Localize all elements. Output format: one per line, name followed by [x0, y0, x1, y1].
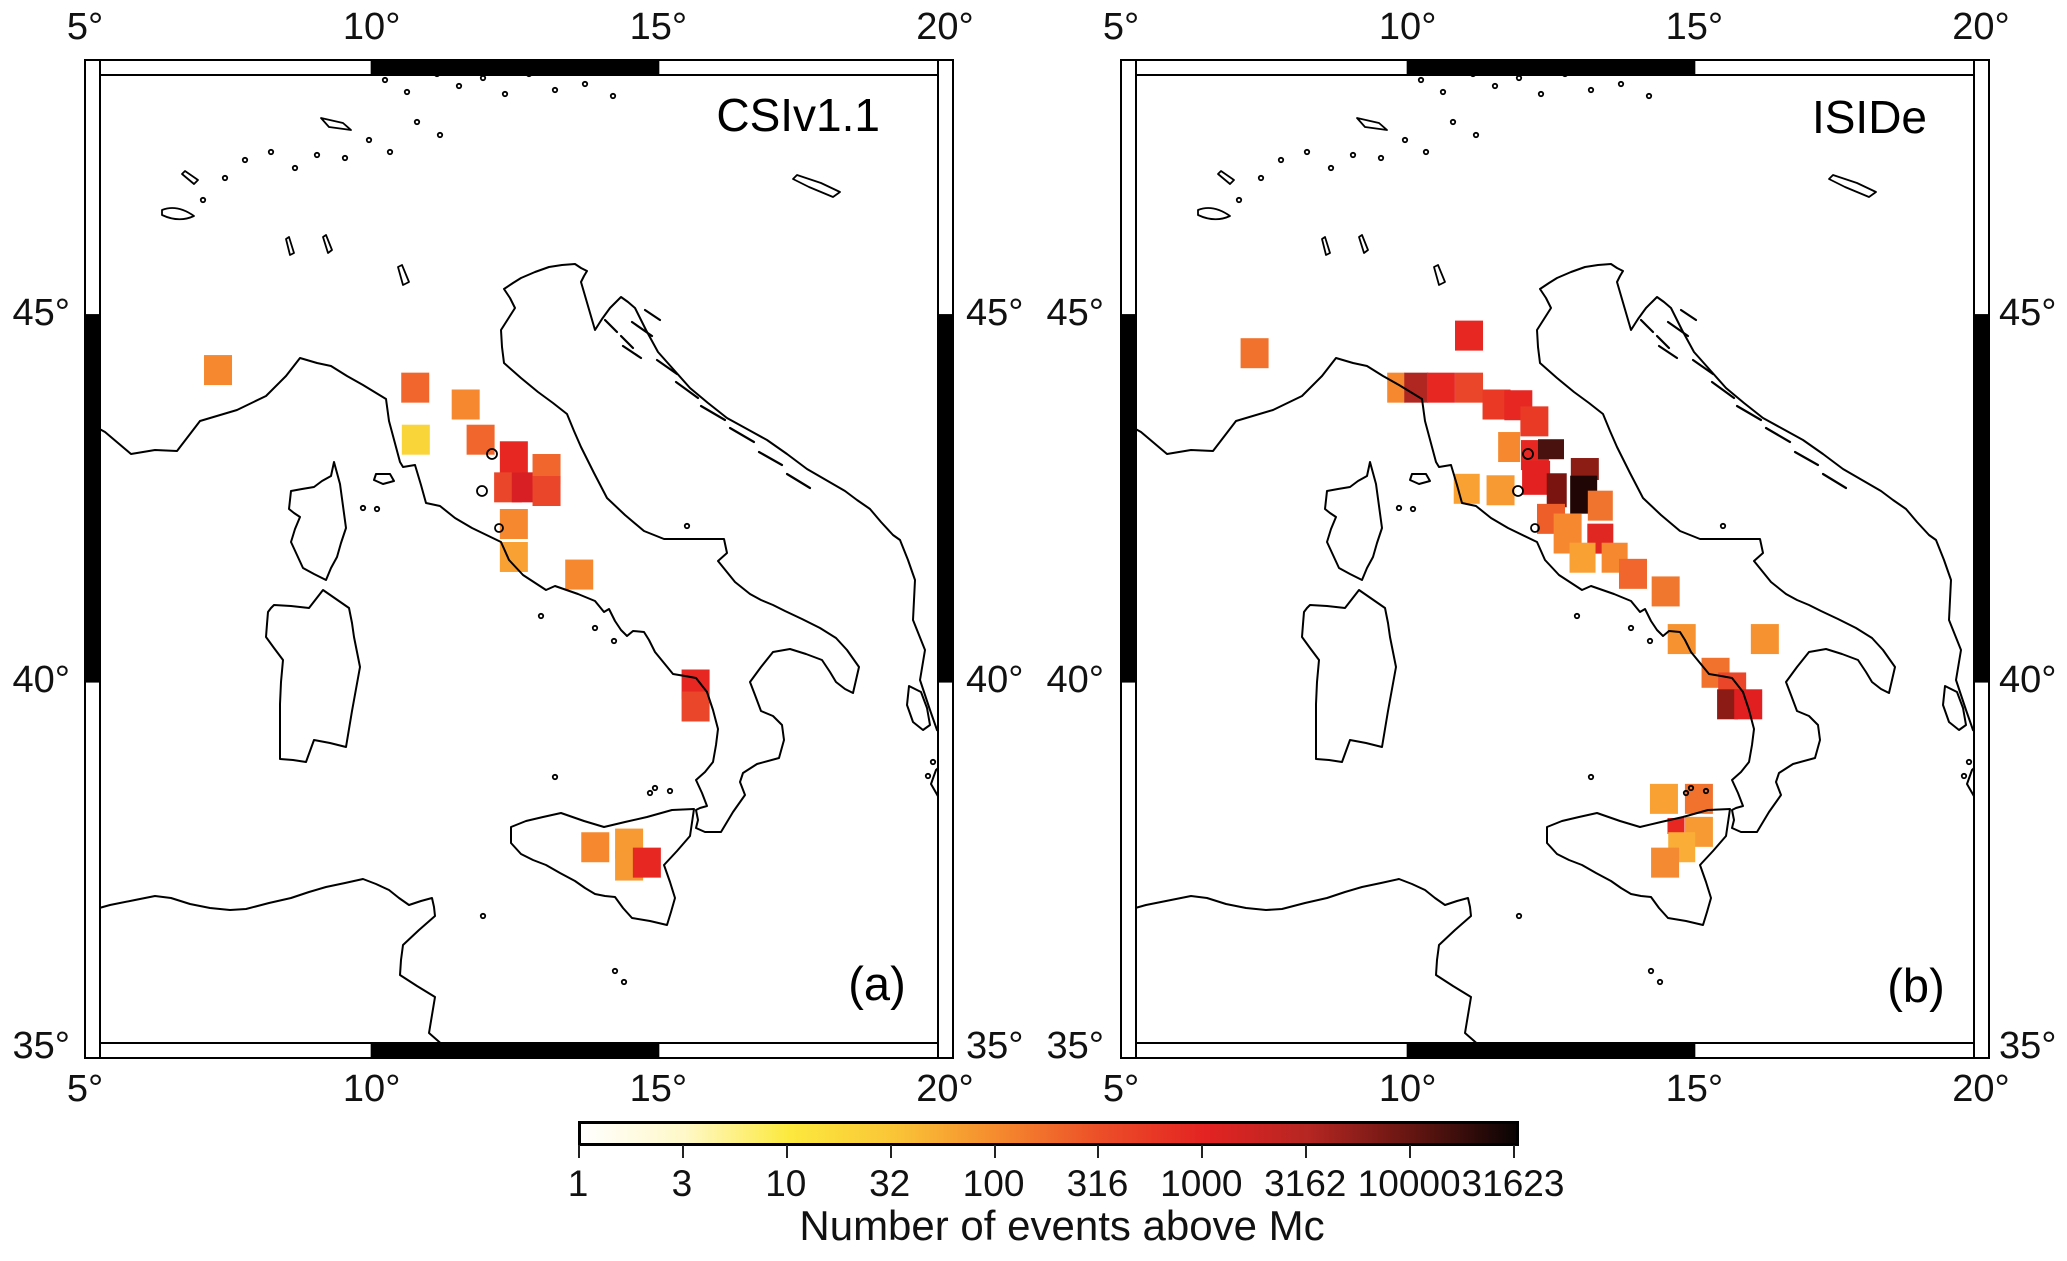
lon-tick-label-top: 10°: [342, 6, 401, 48]
colorbar-tick-label: 1000: [1160, 1163, 1243, 1204]
panel-a-letter: (a): [848, 957, 906, 1010]
lon-tick-label-top: 20°: [916, 6, 974, 48]
grid-cell: [565, 559, 594, 590]
grid-cell: [1618, 558, 1647, 589]
grid-cell: [1587, 490, 1613, 521]
lon-tick-label-top: 10°: [1378, 6, 1437, 48]
grid-cell: [1240, 338, 1269, 369]
lon-tick-label-top: 5°: [66, 6, 104, 48]
lat-tick-label-left: 45°: [12, 292, 70, 335]
grid-cell: [581, 832, 610, 863]
colorbar-tick-label: 10: [765, 1163, 807, 1204]
colorbar-tick-label: 316: [1066, 1163, 1129, 1204]
lat-tick-label-right: 35°: [966, 1025, 1024, 1068]
lat-tick-label-left: 45°: [1046, 292, 1104, 335]
coastline-layer: [1120, 70, 1984, 1049]
map-panel-a: [84, 59, 954, 1059]
panel-b-letter: (b): [1887, 959, 1945, 1012]
lon-tick-label-top: 20°: [1952, 6, 2010, 48]
colorbar-tick-label: 31623: [1461, 1163, 1565, 1204]
lon-tick-label-bottom: 15°: [629, 1068, 688, 1110]
grid-cell: [1651, 576, 1680, 607]
lat-tick-label-left: 35°: [1046, 1025, 1104, 1068]
map-frame: [84, 59, 954, 1059]
colorbar-gradient: [578, 1121, 1519, 1146]
lon-tick-label-bottom: 10°: [342, 1068, 401, 1110]
grid-cell: [1404, 372, 1429, 403]
grid-cell: [1546, 473, 1567, 508]
grid-cell: [1455, 320, 1484, 351]
lat-tick-label-right: 45°: [1999, 292, 2057, 335]
lat-tick-label-right: 40°: [966, 658, 1024, 701]
lat-tick-label-right: 35°: [1999, 1025, 2057, 1068]
grid-cell: [1649, 783, 1678, 814]
map-panel-b: [1120, 59, 1990, 1059]
grid-cell: [1537, 439, 1564, 460]
colorbar-tick: [785, 1145, 788, 1158]
lon-tick-label-bottom: 20°: [916, 1068, 974, 1110]
grid-cell: [1717, 689, 1739, 720]
lon-tick-label-bottom: 10°: [1378, 1068, 1437, 1110]
grid-cell: [1486, 475, 1515, 506]
grid-cell: [1498, 432, 1521, 463]
panel-a-title: CSIv1.1: [716, 89, 880, 141]
colorbar-tick: [1409, 1145, 1412, 1158]
grid-cell: [401, 372, 430, 403]
lat-tick-label-right: 45°: [966, 292, 1024, 335]
grid-cell: [1569, 542, 1596, 573]
lon-tick-label-bottom: 5°: [66, 1068, 104, 1110]
colorbar-tick-label: 3162: [1264, 1163, 1347, 1204]
colorbar-tick: [578, 1145, 580, 1158]
lon-tick-label-top: 15°: [1665, 6, 1724, 48]
colorbar-tick-label: 1: [567, 1163, 589, 1204]
colorbar-tick: [889, 1145, 892, 1158]
colorbar-tick: [1513, 1145, 1515, 1158]
lon-tick-label-top: 15°: [629, 6, 688, 48]
colorbar-tick-label: 10000: [1357, 1163, 1461, 1204]
colorbar-tick: [1305, 1145, 1308, 1158]
grid-cell: [1734, 689, 1763, 720]
grid-cell: [1667, 817, 1685, 834]
lat-tick-label-left: 35°: [12, 1025, 70, 1068]
grid-cell: [632, 847, 661, 878]
grid-cell: [1570, 458, 1599, 481]
panel-b-title: ISIDe: [1811, 91, 1927, 143]
colorbar-tick: [1201, 1145, 1204, 1158]
grid-cell: [1651, 847, 1680, 878]
grid-cell: [532, 476, 561, 507]
grid-cell: [1522, 460, 1551, 495]
lon-tick-label-bottom: 15°: [1665, 1068, 1724, 1110]
lon-tick-label-bottom: 20°: [1952, 1068, 2010, 1110]
grid-cell: [499, 441, 528, 474]
lat-tick-label-right: 40°: [1999, 658, 2057, 701]
grid-cell: [1750, 624, 1779, 655]
grid-cell: [1667, 624, 1696, 655]
lon-tick-label-bottom: 5°: [1102, 1068, 1140, 1110]
grid-cell: [499, 541, 528, 572]
grid-cell: [1520, 406, 1549, 437]
grid-cell: [1426, 372, 1455, 403]
lon-tick-label-top: 5°: [1102, 6, 1140, 48]
colorbar-tick-label: 3: [671, 1163, 693, 1204]
grid-cell: [1455, 372, 1484, 403]
lat-tick-label-left: 40°: [12, 658, 70, 701]
grid-cell: [499, 508, 528, 539]
lat-tick-label-left: 40°: [1046, 658, 1104, 701]
colorbar-tick: [993, 1145, 996, 1158]
grid-cell: [681, 691, 710, 722]
grid-cell: [401, 424, 430, 455]
map-frame: [1120, 59, 1990, 1059]
colorbar-tick: [1097, 1145, 1100, 1158]
colorbar-tick: [681, 1145, 684, 1158]
colorbar-caption: Number of events above Mc: [799, 1202, 1325, 1249]
colorbar-tick-label: 100: [962, 1163, 1025, 1204]
grid-cell: [451, 389, 480, 420]
grid-cell: [204, 355, 233, 386]
colorbar-tick-label: 32: [869, 1163, 911, 1204]
